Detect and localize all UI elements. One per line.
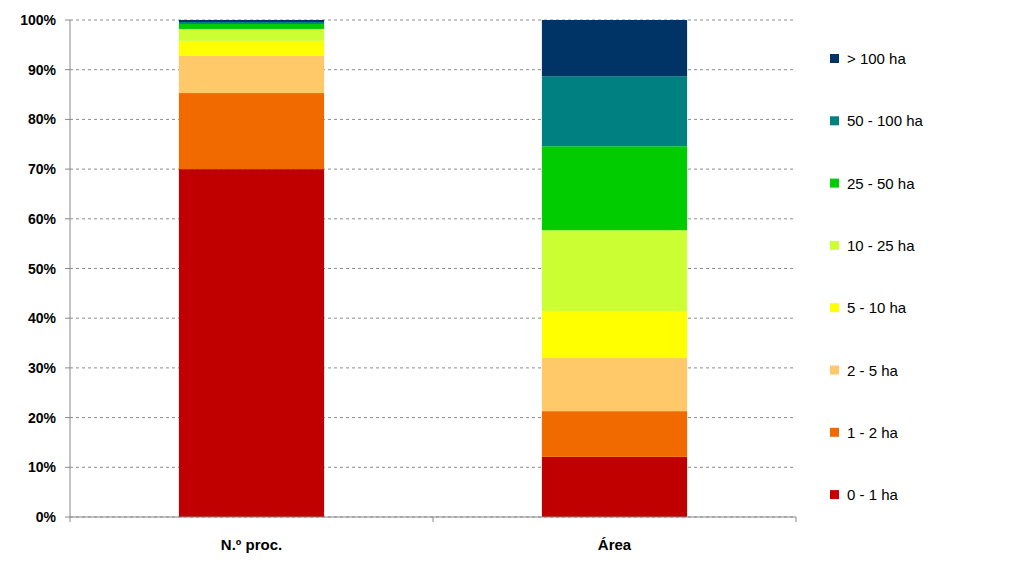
x-tick-label: N.º proc.: [221, 536, 282, 553]
y-tick-label: 60%: [28, 211, 57, 227]
legend-label: 2 - 5 ha: [847, 362, 899, 379]
tick-mark: [65, 367, 70, 368]
tick-mark: [65, 169, 70, 170]
legend-label: 0 - 1 ha: [847, 486, 899, 503]
legend-label: 50 - 100 ha: [847, 112, 924, 129]
x-tick: [70, 517, 71, 522]
tick-mark: [65, 467, 70, 468]
legend-swatch: [830, 303, 839, 312]
y-tick-label: 0%: [36, 509, 57, 525]
bar-segment: [542, 358, 687, 411]
x-tick-label: Área: [598, 536, 632, 553]
legend-label: > 100 ha: [847, 50, 906, 67]
bar-segment: [179, 24, 324, 29]
tick-mark: [65, 517, 70, 518]
y-tick-label: 80%: [28, 111, 57, 127]
y-tick-label: 40%: [28, 310, 57, 326]
legend-label: 5 - 10 ha: [847, 299, 907, 316]
legend-label: 1 - 2 ha: [847, 424, 899, 441]
y-axis: [70, 20, 71, 517]
y-tick-label: 100%: [20, 12, 56, 28]
bar-segment: [179, 169, 324, 517]
legend-swatch: [830, 366, 839, 375]
legend-label: 10 - 25 ha: [847, 237, 915, 254]
bar-segment: [179, 29, 324, 41]
y-tick-label: 50%: [28, 261, 57, 277]
bar-segment: [542, 311, 687, 358]
bar-segment: [542, 411, 687, 457]
legend-swatch: [830, 116, 839, 125]
tick-mark: [65, 119, 70, 120]
bars: [179, 20, 687, 517]
y-tick-label: 90%: [28, 62, 57, 78]
chart: 0% 10% 20% 30% 40% 50% 60% 70% 80% 90% 100% N.º pro…: [0, 0, 1024, 567]
bar-segment: [542, 146, 687, 230]
bar-segment: [542, 457, 687, 517]
bar-segment: [179, 41, 324, 56]
bar-segment: [179, 93, 324, 169]
tick-mark: [65, 318, 70, 319]
tick-mark: [65, 268, 70, 269]
y-tick-label: 70%: [28, 161, 57, 177]
legend-label: 25 - 50 ha: [847, 175, 915, 192]
bar-segment: [179, 22, 324, 24]
legend: > 100 ha 50 - 100 ha 25 - 50 ha 10 - 25 ha 5…: [830, 50, 924, 503]
bar-segment: [179, 20, 324, 22]
bar-segment: [179, 56, 324, 93]
tick-mark: [65, 218, 70, 219]
bar-segment: [542, 20, 687, 76]
legend-swatch: [830, 179, 839, 188]
y-tick-label: 10%: [28, 459, 57, 475]
legend-swatch: [830, 490, 839, 499]
tick-mark: [65, 417, 70, 418]
x-tick: [796, 517, 797, 522]
legend-swatch: [830, 428, 839, 437]
y-tick-label: 20%: [28, 410, 57, 426]
bar-segment: [542, 76, 687, 146]
legend-swatch: [830, 54, 839, 63]
legend-swatch: [830, 241, 839, 250]
bar-segment: [542, 230, 687, 311]
y-tick-label: 30%: [28, 360, 57, 376]
x-tick: [433, 517, 434, 522]
grid: [70, 20, 796, 517]
tick-mark: [65, 69, 70, 70]
tick-mark: [65, 20, 70, 21]
